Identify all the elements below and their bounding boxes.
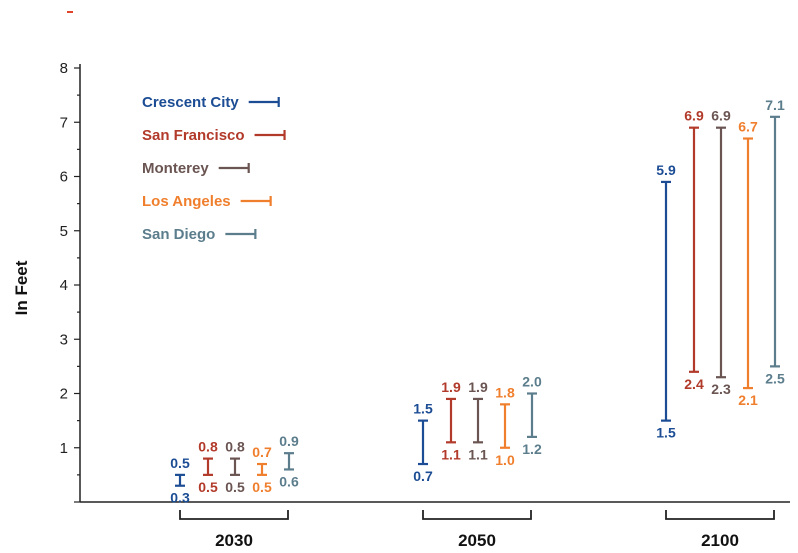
category-bracket	[665, 510, 775, 520]
data-label-high: 6.9	[711, 108, 731, 124]
data-label-high: 0.7	[252, 444, 272, 460]
legend-label: Crescent City	[142, 94, 239, 111]
data-label-low: 0.5	[225, 479, 245, 495]
data-label-high: 5.9	[656, 162, 676, 178]
y-tick-label: 4	[60, 277, 68, 294]
data-label-low: 0.5	[198, 479, 218, 495]
y-tick-label: 3	[60, 331, 68, 348]
y-tick-label: 1	[60, 440, 68, 457]
y-tick-label: 8	[60, 60, 68, 77]
legend-label: Monterey	[142, 160, 209, 177]
data-label-low: 0.5	[252, 479, 272, 495]
data-label-high: 1.5	[413, 401, 433, 417]
data-label-high: 0.8	[225, 439, 245, 455]
data-label-low: 2.3	[711, 381, 731, 397]
x-axis-categories: 2030 2050 2100	[179, 510, 775, 550]
data-label-low: 0.3	[170, 490, 190, 506]
data-label-high: 0.5	[170, 455, 190, 471]
data-label-low: 1.1	[468, 446, 488, 462]
category-label: 2030	[215, 531, 253, 550]
y-tick-label: 2	[60, 386, 68, 403]
data-label-high: 2.0	[522, 374, 542, 390]
data-label-low: 2.4	[684, 376, 704, 392]
y-tick-label: 6	[60, 169, 68, 186]
data-series: 0.5 0.3 1.5 0.7 5.9 1.5 0.8 0.5 1.9 1.1 6.9 2.4 0.8 0…	[170, 97, 785, 506]
data-label-low: 0.7	[413, 468, 433, 484]
y-axis-label: In Feet	[12, 260, 31, 315]
data-label-low: 0.6	[279, 473, 299, 489]
legend-label: San Francisco	[142, 127, 245, 144]
y-tick-label: 5	[60, 223, 68, 240]
y-tick-label: 7	[60, 114, 68, 131]
data-label-high: 7.1	[765, 97, 785, 113]
data-label-high: 0.8	[198, 439, 218, 455]
legend-label: San Diego	[142, 226, 215, 243]
data-label-high: 1.9	[468, 379, 488, 395]
data-label-low: 1.0	[495, 452, 515, 468]
y-axis: 1 2 3 4 5 6 7 8	[60, 60, 790, 503]
data-label-low: 1.1	[441, 446, 461, 462]
data-label-high: 6.9	[684, 108, 704, 124]
legend: Crescent City San Francisco Monterey Los An…	[142, 94, 286, 243]
data-label-high: 1.8	[495, 384, 515, 400]
data-label-low: 1.2	[522, 441, 542, 457]
data-label-low: 1.5	[656, 425, 676, 441]
data-label-high: 0.9	[279, 433, 299, 449]
data-label-high: 6.7	[738, 119, 758, 135]
category-bracket	[422, 510, 532, 520]
legend-label: Los Angeles	[142, 193, 231, 210]
data-label-low: 2.1	[738, 392, 758, 408]
category-bracket	[179, 510, 289, 520]
category-label: 2100	[701, 531, 739, 550]
category-label: 2050	[458, 531, 496, 550]
data-label-high: 1.9	[441, 379, 461, 395]
data-label-low: 2.5	[765, 370, 785, 386]
